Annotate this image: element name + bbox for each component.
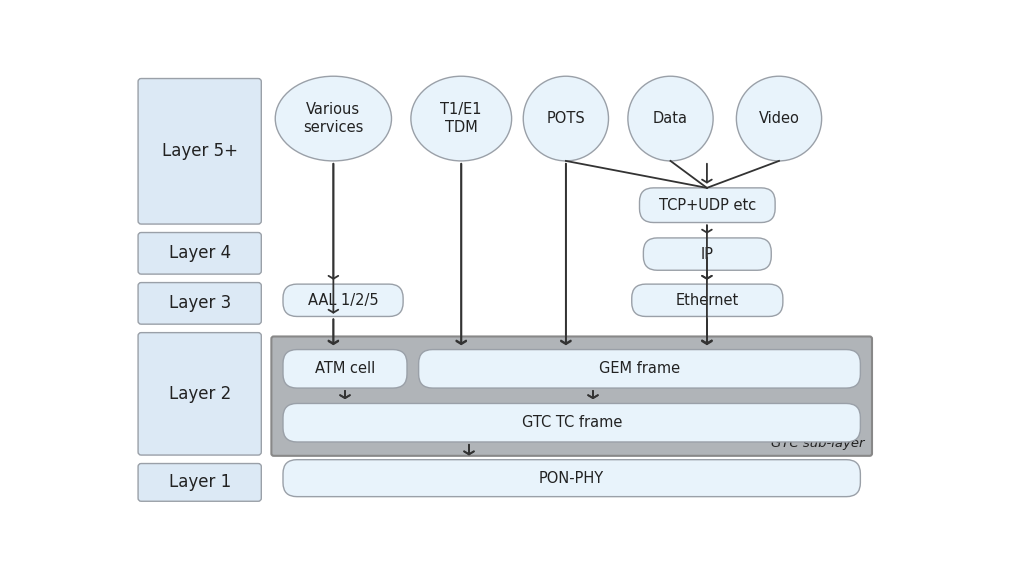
Text: Data: Data [653, 111, 688, 126]
FancyBboxPatch shape [643, 238, 771, 270]
Text: Layer 4: Layer 4 [169, 244, 230, 262]
FancyBboxPatch shape [271, 336, 872, 456]
Text: Layer 5+: Layer 5+ [162, 142, 238, 160]
FancyBboxPatch shape [632, 284, 783, 316]
Text: GTC TC frame: GTC TC frame [521, 415, 622, 430]
Text: POTS: POTS [547, 111, 586, 126]
FancyBboxPatch shape [138, 283, 261, 324]
FancyBboxPatch shape [138, 232, 261, 274]
FancyBboxPatch shape [283, 460, 860, 497]
Ellipse shape [628, 76, 713, 161]
Text: TCP+UDP etc: TCP+UDP etc [658, 198, 756, 212]
Ellipse shape [736, 76, 821, 161]
Text: Various
services: Various services [303, 102, 364, 135]
Text: Video: Video [759, 111, 800, 126]
FancyBboxPatch shape [640, 188, 775, 223]
Text: GTC sub-layer: GTC sub-layer [771, 437, 864, 450]
Text: T1/E1
TDM: T1/E1 TDM [440, 102, 482, 135]
Text: IP: IP [700, 247, 714, 262]
Ellipse shape [411, 76, 512, 161]
Text: Ethernet: Ethernet [676, 293, 739, 308]
FancyBboxPatch shape [283, 404, 860, 442]
Text: Layer 3: Layer 3 [169, 295, 230, 312]
Text: AAL 1/2/5: AAL 1/2/5 [308, 293, 379, 308]
Text: PON-PHY: PON-PHY [539, 471, 604, 486]
Text: ATM cell: ATM cell [314, 361, 375, 376]
FancyBboxPatch shape [419, 349, 860, 388]
Ellipse shape [523, 76, 608, 161]
FancyBboxPatch shape [138, 79, 261, 224]
Text: Layer 1: Layer 1 [169, 473, 230, 492]
FancyBboxPatch shape [283, 349, 407, 388]
Text: GEM frame: GEM frame [599, 361, 680, 376]
Text: Layer 2: Layer 2 [169, 385, 230, 403]
FancyBboxPatch shape [283, 284, 403, 316]
FancyBboxPatch shape [138, 464, 261, 501]
Ellipse shape [275, 76, 391, 161]
FancyBboxPatch shape [138, 333, 261, 455]
